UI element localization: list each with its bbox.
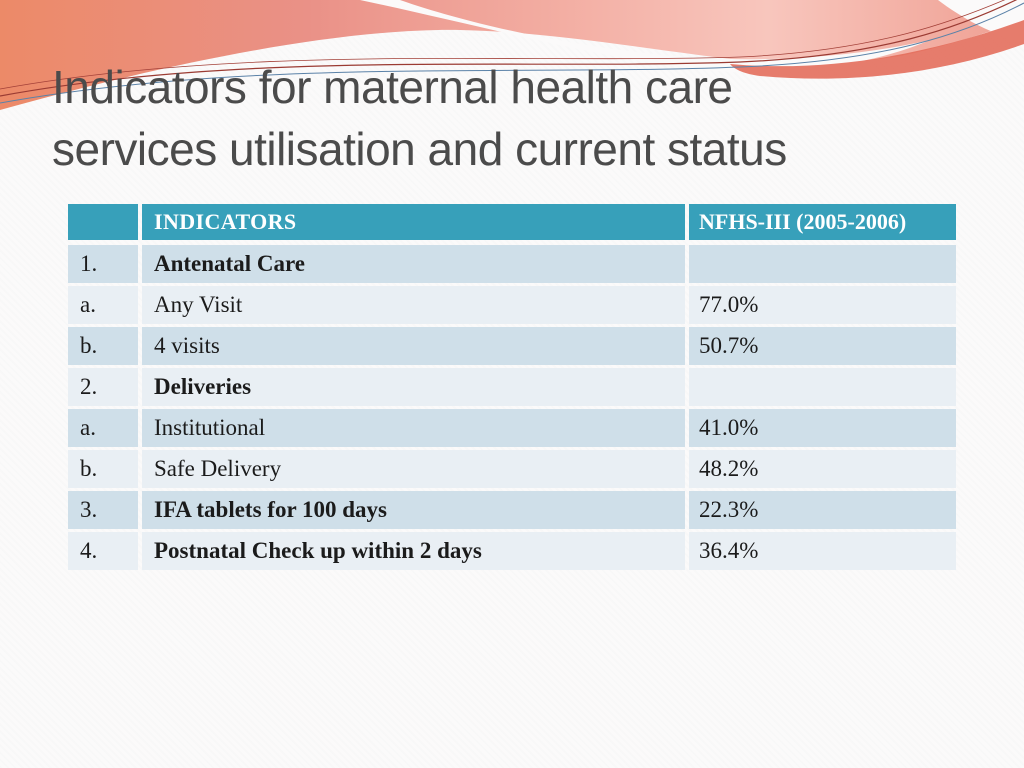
- header-number-cell: [68, 204, 138, 240]
- header-indicators: INDICATORS: [142, 204, 685, 240]
- indicator-cell: Any Visit: [142, 286, 685, 324]
- row-number: a.: [68, 286, 138, 324]
- wave-coral-ribbon: [730, 20, 1024, 79]
- indicator-cell: Postnatal Check up within 2 days: [142, 532, 685, 570]
- value-cell: [689, 245, 956, 283]
- value-cell: 41.0%: [689, 409, 956, 447]
- coral-wave-decoration: [0, 0, 1024, 110]
- indicators-table: INDICATORS NFHS-III (2005-2006) 1. Anten…: [68, 204, 956, 570]
- indicator-cell: Deliveries: [142, 368, 685, 406]
- wave-thin-line-blue: [0, 2, 1024, 104]
- value-cell: 50.7%: [689, 327, 956, 365]
- indicator-cell: Antenatal Care: [142, 245, 685, 283]
- header-nfhs-value: NFHS-III (2005-2006): [689, 204, 956, 240]
- row-number: 2.: [68, 368, 138, 406]
- value-cell: 36.4%: [689, 532, 956, 570]
- indicator-cell: 4 visits: [142, 327, 685, 365]
- value-cell: 77.0%: [689, 286, 956, 324]
- slide-title-line2: services utilisation and current status: [52, 123, 787, 175]
- row-number: 1.: [68, 245, 138, 283]
- slide-title: Indicators for maternal health care serv…: [52, 56, 787, 180]
- row-number: 4.: [68, 532, 138, 570]
- wave-thin-line-red2: [0, 0, 1006, 90]
- wave-thin-line-red: [0, 0, 1018, 97]
- row-number: 3.: [68, 491, 138, 529]
- indicator-cell: Safe Delivery: [142, 450, 685, 488]
- indicator-cell: Institutional: [142, 409, 685, 447]
- wave-main-shape: [0, 0, 1024, 110]
- value-cell: [689, 368, 956, 406]
- row-number: b.: [68, 327, 138, 365]
- value-cell: 48.2%: [689, 450, 956, 488]
- row-number: b.: [68, 450, 138, 488]
- row-number: a.: [68, 409, 138, 447]
- value-cell: 22.3%: [689, 491, 956, 529]
- slide-title-line1: Indicators for maternal health care: [52, 61, 733, 113]
- indicator-cell: IFA tablets for 100 days: [142, 491, 685, 529]
